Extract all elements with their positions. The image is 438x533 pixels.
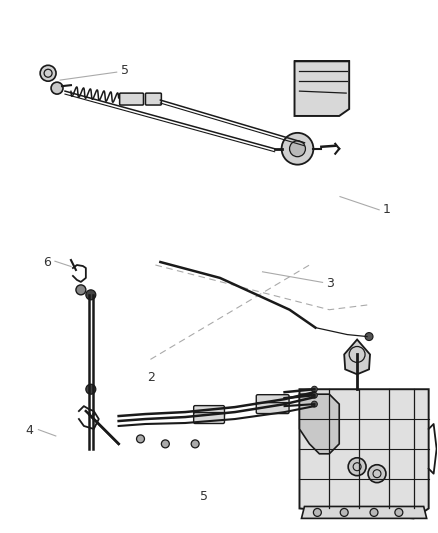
FancyBboxPatch shape	[194, 413, 224, 424]
Circle shape	[161, 440, 170, 448]
Circle shape	[368, 465, 386, 482]
Circle shape	[282, 133, 314, 165]
Circle shape	[311, 401, 318, 407]
Text: 1: 1	[383, 203, 391, 216]
Circle shape	[311, 386, 318, 392]
Text: 3: 3	[326, 278, 334, 290]
Polygon shape	[301, 506, 427, 519]
Circle shape	[370, 508, 378, 516]
Circle shape	[348, 458, 366, 475]
Text: 6: 6	[43, 256, 51, 269]
Circle shape	[86, 290, 96, 300]
Text: 5: 5	[121, 64, 129, 77]
Polygon shape	[294, 61, 349, 116]
Circle shape	[40, 65, 56, 81]
Circle shape	[340, 508, 348, 516]
FancyBboxPatch shape	[256, 402, 289, 414]
FancyBboxPatch shape	[194, 406, 224, 417]
Text: 4: 4	[26, 424, 34, 437]
Circle shape	[76, 285, 86, 295]
FancyBboxPatch shape	[120, 93, 144, 105]
Circle shape	[365, 333, 373, 341]
Circle shape	[311, 392, 318, 398]
Circle shape	[86, 384, 96, 394]
Circle shape	[395, 508, 403, 516]
Circle shape	[314, 508, 321, 516]
Circle shape	[51, 82, 63, 94]
FancyBboxPatch shape	[256, 394, 289, 406]
FancyBboxPatch shape	[145, 93, 161, 105]
Circle shape	[137, 435, 145, 443]
Polygon shape	[300, 394, 339, 454]
Circle shape	[191, 440, 199, 448]
Text: 5: 5	[200, 490, 208, 503]
Circle shape	[290, 141, 305, 157]
Polygon shape	[300, 389, 429, 519]
Polygon shape	[344, 340, 370, 374]
Text: 2: 2	[148, 371, 155, 384]
